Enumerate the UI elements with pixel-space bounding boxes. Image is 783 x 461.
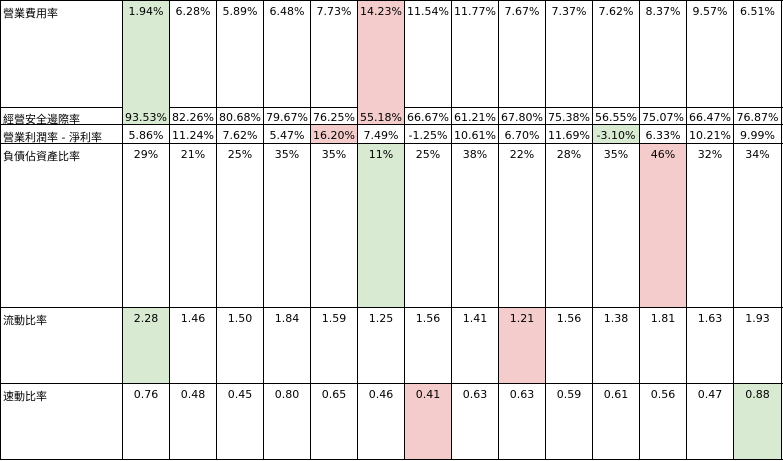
value-cell[interactable]: 11% xyxy=(357,144,404,307)
value-cell[interactable]: 0.41 xyxy=(404,384,451,459)
value-cell[interactable]: 16.20% xyxy=(310,125,357,143)
value-cell[interactable]: 6.70% xyxy=(498,125,545,143)
value-cell[interactable]: 0.88 xyxy=(733,384,782,459)
value-cell[interactable]: 0.47 xyxy=(686,384,733,459)
table-row: 負債佔資產比率 29% 21% 25% 35% 35% 11% 25% 38% 22% 28% 35%… xyxy=(0,144,783,308)
value-cell[interactable]: 75.38% xyxy=(545,107,592,124)
value-cell[interactable]: 0.46 xyxy=(357,384,404,459)
value-cell[interactable]: -3.10% xyxy=(592,125,639,143)
value-cell[interactable]: 1.56 xyxy=(404,308,451,383)
value-cell[interactable]: 22% xyxy=(498,144,545,307)
value-cell[interactable]: 0.48 xyxy=(169,384,216,459)
value-cell[interactable]: 79.67% xyxy=(263,107,310,124)
value-cell[interactable]: 5.86% xyxy=(122,125,169,143)
value-cell[interactable]: 34% xyxy=(733,144,782,307)
row-label-cell[interactable]: 速動比率 xyxy=(0,384,122,459)
value-cell[interactable]: 0.63 xyxy=(498,384,545,459)
value-cell[interactable]: 1.21 xyxy=(498,308,545,383)
value-cell[interactable]: 0.61 xyxy=(592,384,639,459)
row-label-cell[interactable]: 流動比率 xyxy=(0,308,122,383)
table-row: 營業利潤率 - 淨利率 5.86% 11.24% 7.62% 5.47% 16.20% 7.… xyxy=(0,125,783,144)
value-cell[interactable]: 7.62% xyxy=(592,1,639,107)
value-cell[interactable]: 7.37% xyxy=(545,1,592,107)
value-cell[interactable]: 7.62% xyxy=(216,125,263,143)
value-cell[interactable]: 6.33% xyxy=(639,125,686,143)
value-cell[interactable]: 11.54% xyxy=(404,1,451,107)
value-cell[interactable]: 0.63 xyxy=(451,384,498,459)
value-cell[interactable]: 1.63 xyxy=(686,308,733,383)
value-cell[interactable]: 25% xyxy=(216,144,263,307)
value-cell[interactable]: 35% xyxy=(263,144,310,307)
table-row: 速動比率 0.76 0.48 0.45 0.80 0.65 0.46 0.41 0.63 0.63… xyxy=(0,384,783,460)
value-cell[interactable]: 46% xyxy=(639,144,686,307)
value-cell[interactable]: 1.56 xyxy=(545,308,592,383)
row-label-cell[interactable]: 經營安全邊際率 xyxy=(0,107,122,124)
value-cell[interactable]: 1.84 xyxy=(263,308,310,383)
value-cell[interactable]: 1.50 xyxy=(216,308,263,383)
value-cell[interactable]: 66.67% xyxy=(404,107,451,124)
value-cell[interactable]: 32% xyxy=(686,144,733,307)
value-cell[interactable]: 0.59 xyxy=(545,384,592,459)
value-cell[interactable]: 1.93 xyxy=(733,308,782,383)
value-cell[interactable]: 1.81 xyxy=(639,308,686,383)
row-label-cell[interactable]: 營業費用率 xyxy=(0,1,122,107)
value-cell[interactable]: 6.28% xyxy=(169,1,216,107)
value-cell[interactable]: 9.99% xyxy=(733,125,782,143)
value-cell[interactable]: 66.47% xyxy=(686,107,733,124)
value-cell[interactable]: 11.24% xyxy=(169,125,216,143)
value-cell[interactable]: 1.41 xyxy=(451,308,498,383)
value-cell[interactable]: 75.07% xyxy=(639,107,686,124)
value-cell[interactable]: 7.73% xyxy=(310,1,357,107)
value-cell[interactable]: 38% xyxy=(451,144,498,307)
value-cell[interactable]: 1.38 xyxy=(592,308,639,383)
value-cell[interactable]: 0.76 xyxy=(122,384,169,459)
row-label-cell[interactable]: 負債佔資產比率 xyxy=(0,144,122,307)
value-cell[interactable]: 29% xyxy=(122,144,169,307)
value-cell[interactable]: 61.21% xyxy=(451,107,498,124)
value-cell[interactable]: 10.21% xyxy=(686,125,733,143)
value-cell[interactable]: 76.87% xyxy=(733,107,782,124)
value-cell[interactable]: 14.23% xyxy=(357,1,404,107)
value-cell[interactable]: 0.65 xyxy=(310,384,357,459)
value-cell[interactable]: 1.46 xyxy=(169,308,216,383)
value-cell[interactable]: 5.47% xyxy=(263,125,310,143)
value-cell[interactable]: 35% xyxy=(592,144,639,307)
value-cell[interactable]: 6.48% xyxy=(263,1,310,107)
value-cell[interactable]: 7.67% xyxy=(498,1,545,107)
value-cell[interactable]: 10.61% xyxy=(451,125,498,143)
value-cell[interactable]: 11.69% xyxy=(545,125,592,143)
value-cell[interactable]: 76.25% xyxy=(310,107,357,124)
value-cell[interactable]: 67.80% xyxy=(498,107,545,124)
value-cell[interactable]: 80.68% xyxy=(216,107,263,124)
value-cell[interactable]: 9.57% xyxy=(686,1,733,107)
value-cell[interactable]: 8.37% xyxy=(639,1,686,107)
table-row: 營業費用率 1.94% 6.28% 5.89% 6.48% 7.73% 14.23% 11.5… xyxy=(0,0,783,108)
value-cell[interactable]: 0.56 xyxy=(639,384,686,459)
table-row: 經營安全邊際率 93.53% 82.26% 80.68% 79.67% 76.25% 55.… xyxy=(0,107,783,125)
value-cell[interactable]: 7.49% xyxy=(357,125,404,143)
value-cell[interactable]: 25% xyxy=(404,144,451,307)
value-cell[interactable]: 55.18% xyxy=(357,107,404,124)
value-cell[interactable]: 1.94% xyxy=(122,1,169,107)
value-cell[interactable]: 1.59 xyxy=(310,308,357,383)
table-row: 流動比率 2.28 1.46 1.50 1.84 1.59 1.25 1.56 1.41 1.21… xyxy=(0,308,783,384)
row-label-cell[interactable]: 營業利潤率 - 淨利率 xyxy=(0,125,122,143)
value-cell[interactable]: 56.55% xyxy=(592,107,639,124)
value-cell[interactable]: 5.89% xyxy=(216,1,263,107)
value-cell[interactable]: 82.26% xyxy=(169,107,216,124)
value-cell[interactable]: 0.45 xyxy=(216,384,263,459)
value-cell[interactable]: 35% xyxy=(310,144,357,307)
value-cell[interactable]: 21% xyxy=(169,144,216,307)
value-cell[interactable]: 11.77% xyxy=(451,1,498,107)
value-cell[interactable]: 2.28 xyxy=(122,308,169,383)
value-cell[interactable]: 93.53% xyxy=(122,107,169,124)
value-cell[interactable]: 1.25 xyxy=(357,308,404,383)
value-cell[interactable]: 0.80 xyxy=(263,384,310,459)
value-cell[interactable]: 28% xyxy=(545,144,592,307)
value-cell[interactable]: -1.25% xyxy=(404,125,451,143)
value-cell[interactable]: 6.51% xyxy=(733,1,782,107)
